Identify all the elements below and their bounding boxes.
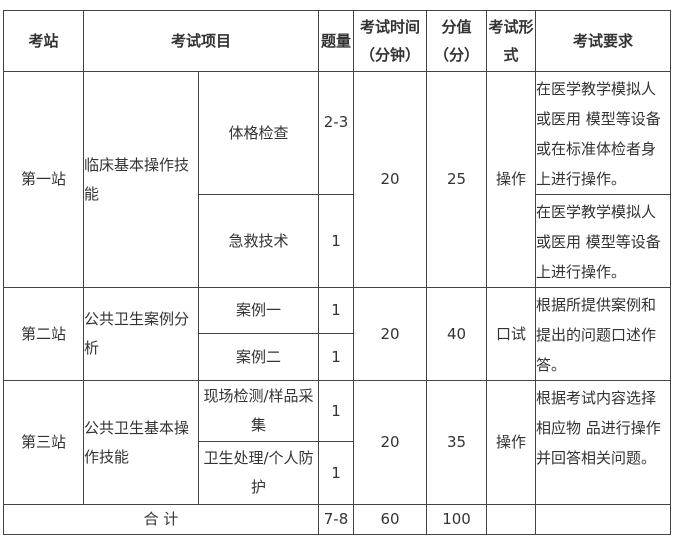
- total-time: 60: [353, 504, 428, 535]
- table-row: 第一站 临床基本操作技能 体格检查 2-3 20 25 操作 在医学教学模拟人或…: [3, 71, 672, 288]
- table-row: 第三站 公共卫生基本操作技能 现场检测/样品采集 1 20 35 操作 根据考试…: [3, 380, 672, 505]
- sub-count: 1: [318, 194, 355, 288]
- total-count: 7-8: [318, 504, 355, 535]
- header-score: 分值（分）: [426, 10, 488, 72]
- station-form: 口试: [486, 287, 537, 381]
- exam-table: 考站 考试项目 题量 考试时间（分钟） 分值（分） 考试形式 考试要求 第一站 …: [2, 10, 672, 535]
- sub-count: 1: [318, 287, 355, 334]
- station-project: 临床基本操作技能: [83, 71, 199, 288]
- total-form: [486, 504, 537, 535]
- station-score: 40: [426, 287, 488, 381]
- header-count: 题量: [318, 10, 355, 72]
- sub-item: 案例二: [197, 333, 320, 381]
- header-form: 考试形式: [486, 10, 537, 72]
- station-project: 公共卫生基本操作技能: [83, 380, 199, 505]
- table-row: 第二站 公共卫生案例分析 案例一 1 20 40 口试 根据所提供案例和提出的问…: [3, 287, 672, 381]
- sub-item: 急救技术: [197, 194, 320, 288]
- sub-count: 2-3: [318, 71, 355, 195]
- station-score: 25: [426, 71, 488, 288]
- station-time: 20: [353, 71, 428, 288]
- header-row: 考站 考试项目 题量 考试时间（分钟） 分值（分） 考试形式 考试要求: [3, 10, 672, 72]
- table-row: 卫生处理/个人防护 1: [4, 441, 671, 505]
- station-name: 第一站: [3, 71, 84, 288]
- station-name: 第三站: [3, 380, 84, 505]
- station-form: 操作: [486, 380, 537, 505]
- sub-count: 1: [318, 441, 355, 505]
- sub-item: 体格检查: [197, 71, 320, 195]
- sub-requirement: 在医学教学模拟人或医用 模型等设备或在标准体检者身上进行操作。: [535, 71, 672, 195]
- header-project: 考试项目: [82, 10, 320, 72]
- header-requirement: 考试要求: [535, 10, 672, 72]
- table-row: 案例二 1: [4, 333, 671, 381]
- station-requirement: 根据考试内容选择相应物 品进行操作并回答相关问题。: [535, 380, 672, 505]
- station-time: 20: [353, 380, 428, 505]
- table-row: 急救技术 1 在医学教学模拟人或医用 模型等设备上进行操作。: [4, 194, 672, 288]
- sub-count: 1: [318, 380, 355, 442]
- sub-item: 现场检测/样品采集: [197, 380, 320, 442]
- sub-count: 1: [318, 333, 355, 381]
- station-form: 操作: [486, 71, 537, 288]
- header-time: 考试时间（分钟）: [353, 10, 428, 72]
- station-project: 公共卫生案例分析: [83, 287, 199, 381]
- total-label: 合 计: [2, 504, 320, 535]
- total-requirement: [535, 504, 672, 535]
- total-score: 100: [426, 504, 488, 535]
- header-station: 考站: [3, 10, 84, 72]
- station-requirement: 根据所提供案例和提出的问题口述作答。: [535, 287, 672, 381]
- sub-item: 卫生处理/个人防护: [197, 441, 320, 505]
- sub-requirement: 在医学教学模拟人或医用 模型等设备上进行操作。: [535, 194, 672, 288]
- total-row: 合 计 7-8 60 100: [2, 504, 672, 535]
- station-time: 20: [353, 287, 428, 381]
- sub-item: 案例一: [197, 287, 320, 334]
- station-name: 第二站: [3, 287, 84, 381]
- station-score: 35: [426, 380, 488, 505]
